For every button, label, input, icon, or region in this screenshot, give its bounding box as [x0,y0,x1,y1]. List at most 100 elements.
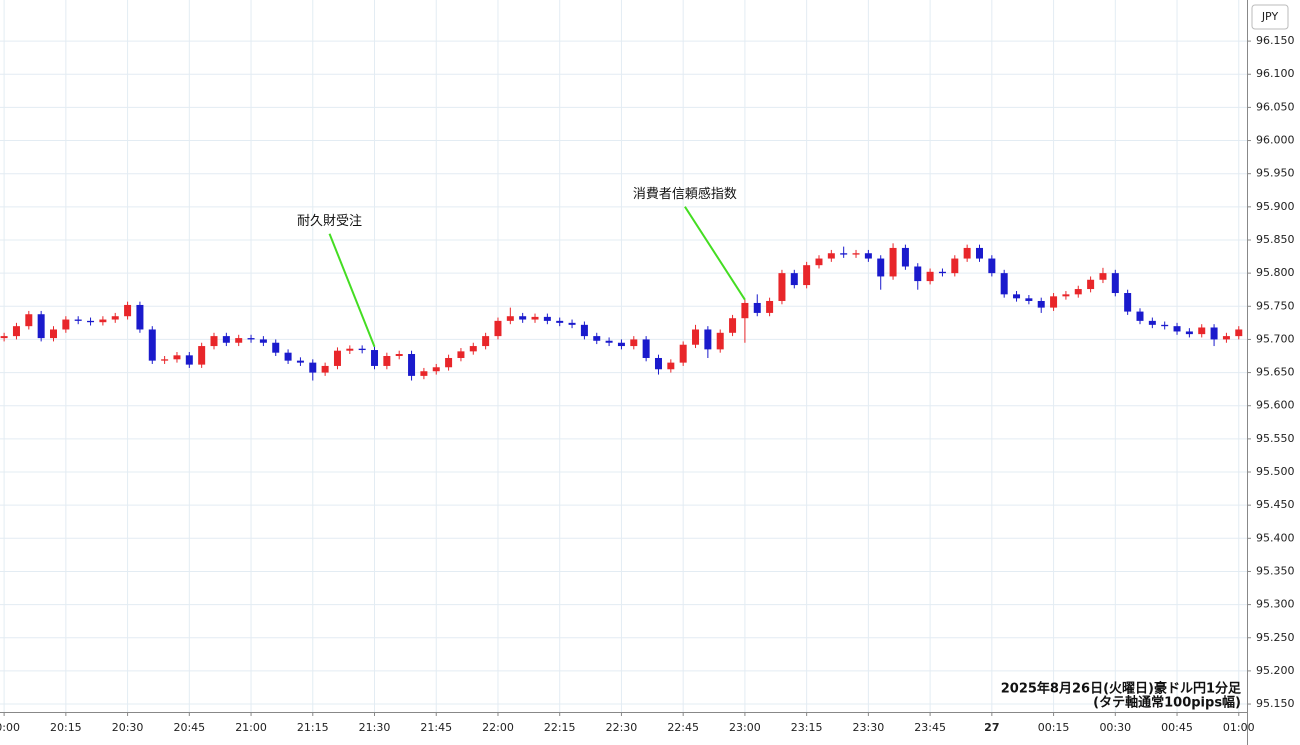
candle-body [506,316,514,321]
candle-body [926,271,934,282]
candle-body [741,302,749,319]
x-tick-label: 21:15 [297,721,329,734]
y-tick-label: 95.750 [1256,299,1295,312]
candle-body [408,354,416,376]
candle-body [753,302,761,313]
y-tick-label: 95.350 [1256,564,1295,577]
candle-body [914,266,922,282]
x-tick-label: 21:30 [359,721,391,734]
candle-body [1087,279,1095,290]
x-tick-label: 22:30 [606,721,638,734]
candle-body [1235,329,1243,337]
y-tick-label: 95.700 [1256,332,1295,345]
y-tick-label: 95.800 [1256,266,1295,279]
candle-body [136,304,144,330]
candle-body [173,355,181,360]
candle-body [247,338,255,340]
candle-body [259,339,267,343]
candle-body [185,355,193,365]
candle-body [1025,298,1033,301]
y-tick-label: 95.850 [1256,233,1295,246]
candle-body [901,247,909,267]
candle-body [642,339,650,358]
x-tick-label: 23:00 [729,721,761,734]
candle-body [1000,273,1008,295]
candle-body [50,329,58,339]
candle-body [1074,289,1082,295]
candle-body [1062,294,1070,297]
y-tick-label: 95.500 [1256,465,1295,478]
x-tick-label: 23:15 [791,721,823,734]
candle-body [87,320,95,323]
candle-body [840,253,848,255]
candle-body [716,332,724,350]
y-tick-label: 96.100 [1256,67,1295,80]
candle-body [593,336,601,341]
y-tick-label: 95.250 [1256,631,1295,644]
candle-body [543,316,551,321]
x-tick-label: 00:45 [1161,721,1193,734]
grid [0,0,1247,712]
x-tick-label: 23:30 [853,721,885,734]
candle-body [617,342,625,347]
x-tick-label: 20:00 [0,721,20,734]
candle-body [815,258,823,266]
candle-body [371,350,379,366]
candle-body [482,336,490,347]
candle-body [729,318,737,333]
unit-box [1251,4,1289,30]
candle-body [630,339,638,347]
x-tick-label: 20:45 [173,721,205,734]
candle-body [111,316,119,320]
candle-body [1148,320,1156,325]
candle-body [654,357,662,370]
annotation-pointer [328,233,376,348]
y-tick-label: 95.600 [1256,399,1295,412]
y-tick-label: 95.300 [1256,598,1295,611]
candle-body [1124,293,1132,312]
candle-body [1013,294,1021,299]
candle-body [25,314,33,327]
x-tick-label: 21:00 [235,721,267,734]
candle-body [321,365,329,373]
candle-body [74,319,82,321]
candle-body [432,367,440,372]
candle-body [0,336,8,339]
y-tick-label: 96.000 [1256,134,1295,147]
annotation-pointer [684,206,746,301]
candle-body [605,340,613,343]
candle-body [1210,327,1218,340]
y-tick-label: 95.400 [1256,531,1295,544]
candle-body [124,304,132,317]
x-tick-label: 27 [984,721,999,734]
candle-body [272,342,280,353]
y-tick-label: 95.450 [1256,498,1295,511]
candle-body [284,352,292,361]
y-tick-label: 95.550 [1256,432,1295,445]
candle-body [383,356,391,366]
candle-body [975,247,983,259]
candle-body [12,326,20,337]
annotation: 耐久財受注 [297,214,362,229]
x-tick-label: 22:00 [482,721,514,734]
candle-body [556,320,564,323]
candle-body [790,273,798,286]
x-tick-label: 01:00 [1223,721,1255,734]
x-tick-label: 23:45 [914,721,946,734]
candle-body [519,316,527,320]
candle-body [667,362,675,370]
labels: 95.150 95.200 95.250 95.300 95.350 95.400 95.4… [0,34,1295,734]
candle-body [148,329,156,361]
candle-body [198,346,206,365]
candle-body [692,329,700,345]
candle-body [395,354,403,356]
candle-body [161,359,169,361]
candle-body [963,247,971,259]
annotation: 消費者信頼感指数 [633,186,737,202]
x-tick-label: 00:15 [1038,721,1070,734]
candle-body [778,273,786,301]
candle-body [1198,327,1206,335]
x-tick-label: 21:45 [420,721,452,734]
candle-body [1173,326,1181,332]
